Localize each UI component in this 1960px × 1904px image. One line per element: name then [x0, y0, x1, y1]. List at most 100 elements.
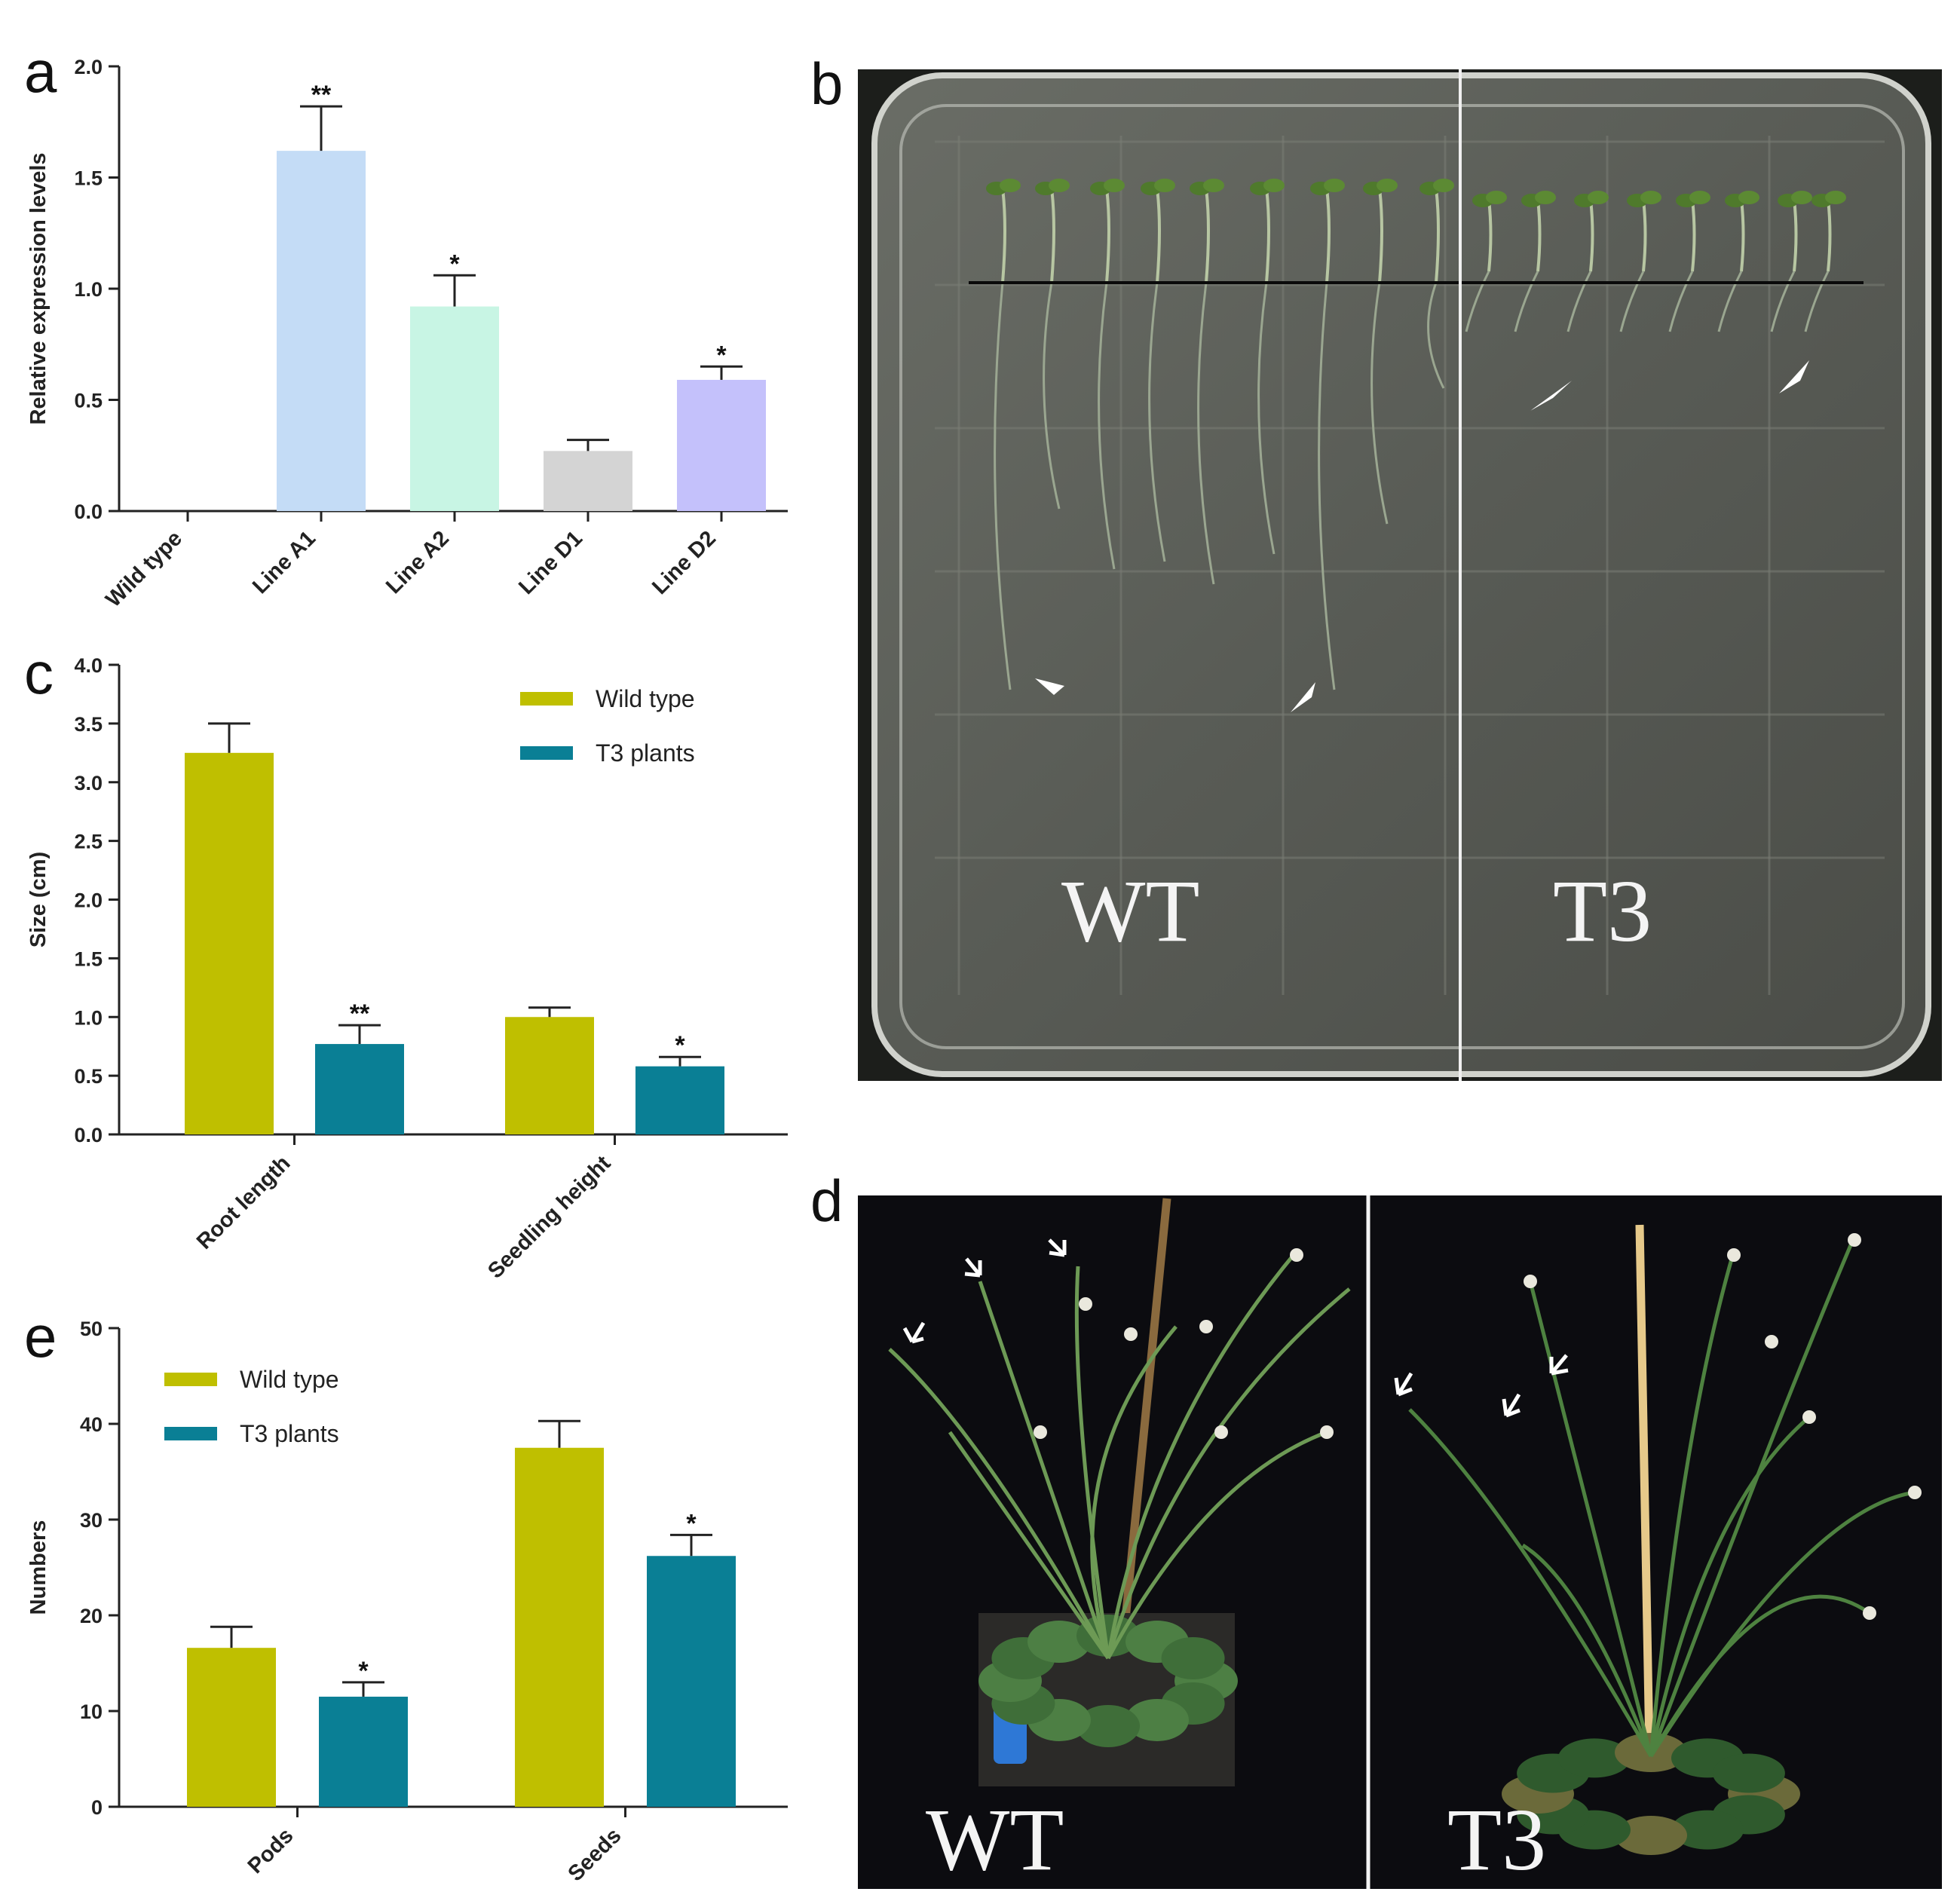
seedling-root — [994, 282, 1012, 690]
seedling-leaf — [1000, 179, 1021, 192]
plant-stem — [1106, 1250, 1298, 1659]
plant-leaf — [1615, 1816, 1687, 1855]
bar-line-d1 — [544, 451, 632, 511]
seedling-root — [1427, 282, 1445, 389]
plant-stem — [1106, 1287, 1351, 1659]
seedling-root — [1098, 282, 1116, 570]
seedling-leaf — [1324, 179, 1345, 192]
arrowhead-icon — [1779, 360, 1809, 393]
seedling-root — [1804, 271, 1830, 332]
plants — [888, 1198, 1922, 1855]
y-tick-label-e: 50 — [80, 1318, 103, 1340]
significance-marker: ** — [311, 81, 332, 109]
seedling-root — [1318, 282, 1336, 690]
x-tick-label-a: Wild type — [101, 526, 187, 612]
y-tick-label-a: 0.5 — [74, 390, 103, 412]
plant-leaf — [1076, 1705, 1140, 1747]
seedling-leaf — [1689, 191, 1710, 204]
x-tick-label-a: Line D1 — [514, 526, 587, 599]
panel-label-e: e — [24, 1303, 57, 1370]
bar-line-a1 — [277, 151, 366, 511]
chart-panel-c: 0.0 0.5 1.0 1.5 2.0 2.5 3.0 3.5 4.0 Size (cm) ** Ro… — [26, 654, 788, 1284]
seedling-root — [1514, 271, 1539, 332]
plant-flower — [1290, 1248, 1303, 1262]
seedling-leaf — [1377, 179, 1398, 192]
panel-label-b: b — [810, 51, 843, 117]
y-tick-label-e: 20 — [80, 1605, 103, 1627]
seedling-leaf — [1791, 191, 1812, 204]
plant-flower — [1079, 1297, 1092, 1311]
plant-label-t3: T3 — [1447, 1790, 1546, 1889]
seedling-stem — [1827, 199, 1832, 272]
chart-panel-e: 0 10 20 30 40 50 Numbers * Pods * Seeds Wild type T3… — [26, 1318, 788, 1886]
plant-leaf — [1558, 1738, 1631, 1778]
plate-rim — [871, 72, 1931, 1077]
seedling-leaf — [1104, 179, 1125, 192]
panel-label-c: c — [24, 640, 54, 706]
seedling-root — [1197, 282, 1215, 585]
significance-marker: * — [358, 1657, 369, 1685]
seedling-stem — [1156, 188, 1161, 283]
seedling-leaf — [1535, 191, 1556, 204]
seedling-leaf — [1486, 191, 1507, 204]
seedling-stem — [1050, 188, 1055, 283]
plant-stem — [1528, 1281, 1653, 1757]
seedling-root — [1257, 282, 1276, 555]
plate-inner-rim — [899, 104, 1905, 1049]
seedling-stem — [1001, 188, 1006, 283]
y-tick-label-c: 2.0 — [74, 889, 103, 912]
plant-stem — [1521, 1543, 1653, 1757]
plate-grid — [935, 136, 1885, 995]
plant-leaf — [1161, 1637, 1225, 1679]
plant-leaf — [1076, 1615, 1140, 1657]
seedling-root — [1370, 282, 1389, 525]
bar-e-0-1 — [515, 1447, 604, 1807]
plant-flower — [1848, 1233, 1861, 1247]
seedling-leaf — [1738, 191, 1759, 204]
plant-leaf — [1712, 1753, 1785, 1793]
legend-swatch-c — [520, 746, 573, 760]
y-tick-label-e: 30 — [80, 1509, 103, 1532]
seedling-leaf — [1825, 191, 1846, 204]
plant-stem — [1106, 1430, 1328, 1660]
arrowhead-icon — [1035, 678, 1064, 695]
seedling-leaf — [1154, 179, 1175, 192]
plant-flower — [1863, 1606, 1876, 1620]
plant-stake — [1635, 1224, 1654, 1749]
plate-label-wt: WT — [1061, 862, 1199, 960]
seedling-stem — [1325, 188, 1331, 283]
plant-stem — [1649, 1235, 1857, 1757]
seedling-stem — [1536, 199, 1542, 272]
y-tick-label-e: 10 — [80, 1700, 103, 1723]
seedling-root — [1717, 271, 1743, 332]
bar-c-1-0 — [315, 1044, 404, 1134]
arrow-icon — [1549, 1354, 1569, 1376]
seedling-root — [1465, 271, 1490, 332]
plant-flower — [1765, 1335, 1778, 1348]
plant-stem — [1649, 1594, 1871, 1758]
y-axis-label-a: Relative expression levels — [26, 152, 51, 424]
seedling-stem — [1378, 188, 1383, 283]
bar-e-0-0 — [187, 1648, 276, 1807]
plant-stem — [888, 1348, 1110, 1660]
plate-photo: WT T3 — [858, 69, 1942, 1081]
seedling-leaf — [1588, 191, 1609, 204]
significance-marker: ** — [350, 999, 370, 1028]
plant-flower — [1124, 1327, 1138, 1341]
y-tick-label-a: 1.5 — [74, 167, 103, 190]
seedling-root — [1770, 271, 1796, 332]
legend-swatch-e — [164, 1373, 217, 1386]
plant-stem — [1074, 1266, 1110, 1659]
bar-c-1-1 — [635, 1066, 724, 1134]
seedling-stem — [1205, 188, 1210, 283]
seedling-root — [1043, 282, 1061, 510]
x-tick-label-c: Seedling height — [483, 1151, 616, 1284]
y-tick-label-c: 1.0 — [74, 1006, 103, 1029]
bar-line-a2 — [410, 306, 499, 511]
y-tick-label-c: 3.0 — [74, 772, 103, 794]
seedling-leaf — [1263, 179, 1285, 192]
plate-label-t3: T3 — [1553, 862, 1652, 960]
arrow-icon — [964, 1257, 982, 1278]
plant-leaf — [1027, 1621, 1091, 1664]
plant-leaf — [1125, 1698, 1189, 1741]
